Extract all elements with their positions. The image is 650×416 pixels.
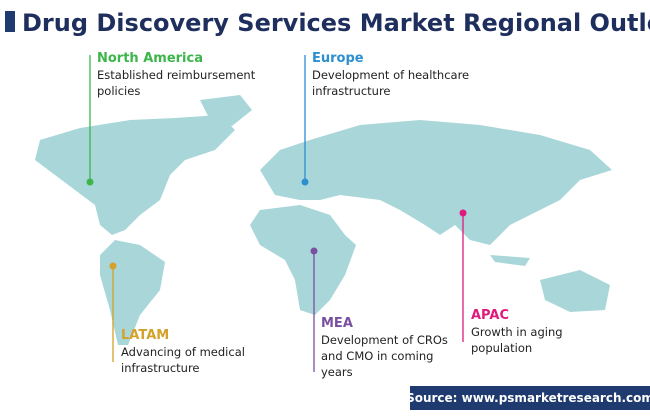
world-map: [35, 95, 612, 345]
region-description: Established reimbursement: [97, 68, 256, 82]
callouts: North America Established reimbursement po…: [86, 51, 563, 379]
region-description: policies: [97, 84, 140, 98]
region-description: Development of CROs: [321, 333, 448, 347]
region-description: infrastructure: [121, 361, 200, 375]
source: Source: www.psmarketresearch.com: [406, 391, 650, 405]
region-name: MEA: [321, 316, 353, 331]
region-dot: [301, 178, 309, 186]
region-name: North America: [97, 51, 203, 66]
region-description: years: [321, 365, 353, 379]
region-name: LATAM: [121, 328, 169, 343]
region-description: population: [471, 341, 532, 355]
title: Drug Discovery Services Market Regional …: [22, 9, 650, 37]
region-description: and CMO in coming: [321, 349, 433, 363]
region-dot: [310, 247, 318, 255]
region-description: Advancing of medical: [121, 345, 245, 359]
source-bar: [410, 386, 650, 410]
region-name: APAC: [471, 308, 509, 323]
region-dot: [459, 209, 467, 217]
region-description: Development of healthcare: [312, 68, 469, 82]
region-name: Europe: [312, 51, 364, 66]
region-description: Growth in aging: [471, 325, 563, 339]
region-dot: [109, 262, 117, 270]
region-description: infrastructure: [312, 84, 391, 98]
title-icon: [5, 11, 15, 32]
region-dot: [86, 178, 94, 186]
